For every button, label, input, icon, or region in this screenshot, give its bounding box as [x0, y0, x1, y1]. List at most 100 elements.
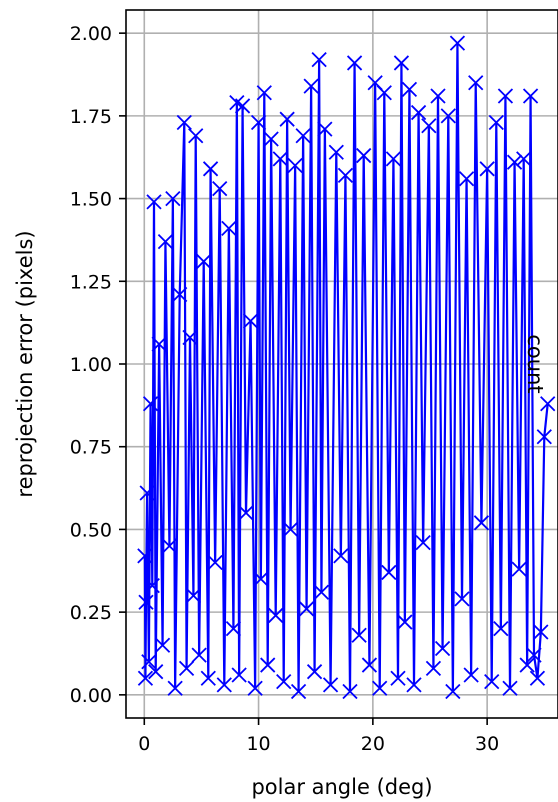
data-point [260, 657, 276, 673]
y-axis-label: reprojection error (pixels) [13, 230, 37, 497]
data-point [440, 108, 456, 124]
data-point [449, 35, 466, 51]
data-point [154, 637, 171, 653]
data-point [445, 683, 461, 700]
data-point [139, 485, 155, 501]
x-tick-label: 30 [475, 733, 499, 755]
data-point [141, 654, 157, 670]
data-point [263, 131, 279, 147]
y-tick-label: 0.00 [70, 685, 112, 707]
data-point [216, 677, 232, 693]
y-tick-label: 1.50 [70, 189, 112, 211]
data-point [356, 147, 372, 164]
data-point [303, 78, 319, 94]
ticks [119, 32, 488, 725]
data-point [298, 601, 315, 617]
y-tick-label: 0.75 [70, 437, 112, 459]
data-point [346, 55, 363, 71]
data-point [415, 535, 431, 551]
data-point [519, 657, 535, 673]
data-point [351, 627, 367, 643]
data-point [225, 621, 242, 637]
data-point [157, 233, 174, 250]
data-point [188, 128, 204, 144]
data-point [484, 673, 500, 690]
y-tick-label: 2.00 [70, 23, 112, 45]
data-point [234, 98, 251, 114]
data-point [421, 118, 437, 134]
series-layer [137, 35, 556, 700]
y-tick-label: 1.25 [70, 271, 112, 293]
data-point [172, 286, 188, 303]
data-point [468, 75, 484, 91]
data-point [242, 313, 259, 329]
data-point [385, 151, 402, 167]
x-axis-label: polar angle (deg) [251, 775, 432, 799]
data-point [328, 144, 344, 160]
data-point [148, 664, 164, 680]
data-point [165, 190, 181, 207]
data-point [212, 181, 228, 197]
data-point [306, 664, 323, 680]
data-point [536, 429, 552, 445]
data-point [493, 621, 509, 637]
data-point [401, 81, 418, 98]
data-point [390, 670, 406, 686]
data-point [406, 677, 422, 693]
side-label: count [523, 334, 547, 393]
data-point [142, 396, 159, 412]
data-point [196, 253, 212, 270]
data-point [322, 677, 339, 693]
data-point [221, 220, 237, 236]
data-point [425, 660, 442, 677]
data-point [279, 111, 295, 127]
data-point [463, 667, 479, 683]
data-point [488, 114, 504, 131]
data-point [454, 591, 470, 607]
data-point [191, 647, 207, 663]
data-point [361, 657, 378, 673]
data-point [137, 548, 153, 564]
data-point [182, 329, 198, 346]
data-point [317, 121, 333, 137]
data-point [287, 157, 303, 174]
data-point [167, 680, 183, 696]
data-point [430, 88, 446, 104]
data-point [473, 515, 490, 531]
data-point [502, 680, 518, 696]
data-point [479, 161, 495, 177]
data-point [337, 167, 354, 184]
x-tick-label: 0 [138, 733, 150, 755]
data-point [522, 88, 539, 104]
data-point [381, 564, 397, 581]
data-point [397, 614, 413, 630]
data-point [272, 151, 288, 167]
data-point [256, 85, 272, 101]
data-point [458, 171, 475, 187]
data-point [393, 55, 410, 71]
data-point [137, 670, 154, 686]
data-point [410, 104, 427, 121]
data-point [200, 670, 216, 686]
y-tick-label: 1.75 [70, 106, 112, 128]
data-point [313, 584, 330, 600]
data-point [506, 154, 523, 170]
y-tick-label: 0.25 [70, 602, 112, 624]
data-point [247, 680, 263, 696]
data-point [526, 647, 542, 663]
data-point [511, 561, 527, 577]
data-point [151, 336, 167, 352]
data-point [138, 594, 154, 610]
data-point [372, 680, 388, 696]
y-tick-label: 1.00 [70, 354, 112, 376]
data-point [516, 151, 532, 167]
data-point [290, 683, 307, 700]
data-point [333, 548, 349, 564]
data-point [161, 538, 178, 554]
data-point [238, 505, 254, 521]
data-point [207, 554, 223, 571]
data-point [202, 161, 219, 177]
x-tick-label: 20 [361, 733, 385, 755]
y-tick-label: 0.50 [70, 519, 112, 541]
